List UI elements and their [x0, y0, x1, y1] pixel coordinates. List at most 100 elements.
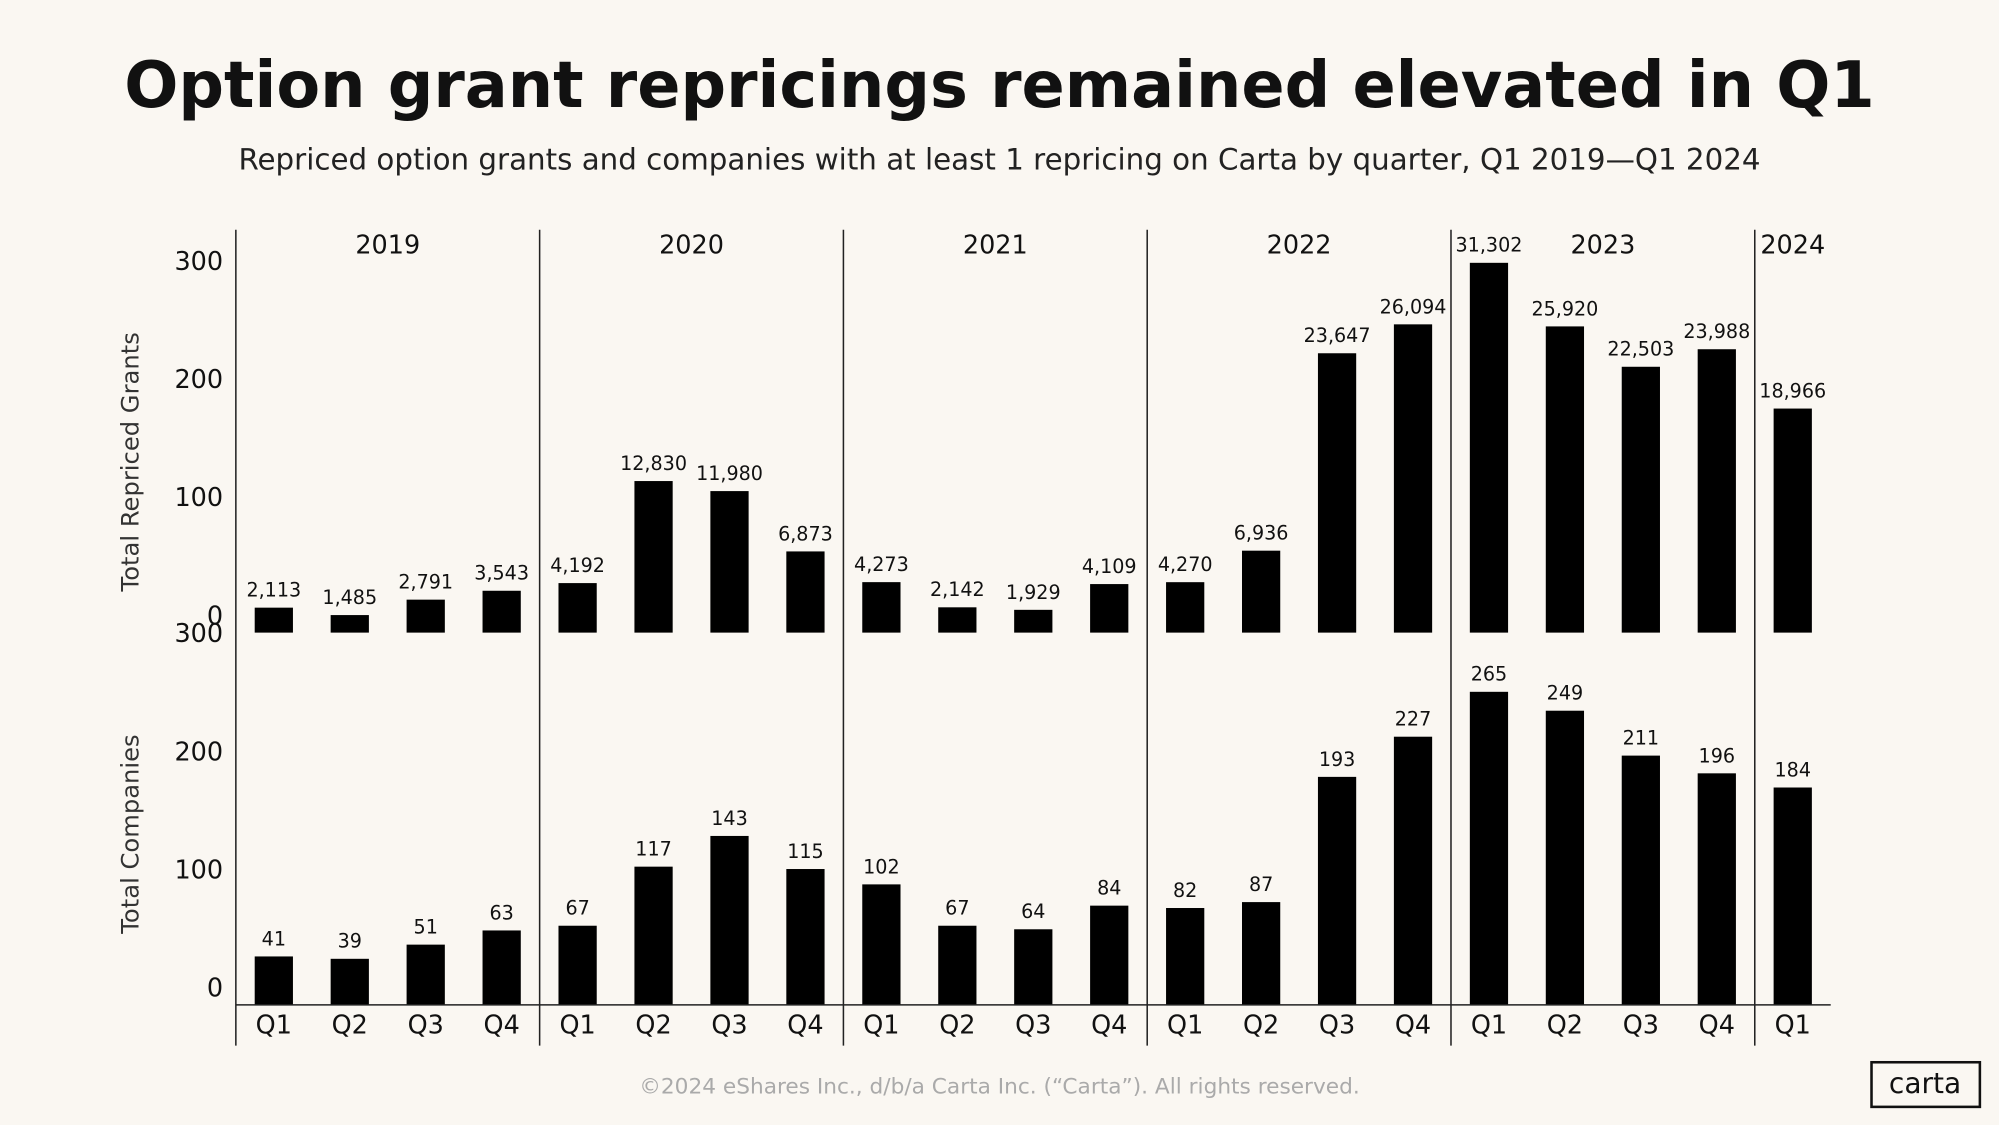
- bar: [482, 930, 521, 1005]
- value-label: 193: [1319, 748, 1355, 771]
- value-label: 63: [489, 901, 513, 924]
- bar: [1469, 262, 1509, 633]
- bar: [938, 925, 977, 1005]
- value-label: 1,929: [1006, 581, 1061, 604]
- bar: [1090, 905, 1129, 1005]
- y-tick-label: 100: [174, 855, 223, 885]
- y-tick-label: 0: [207, 974, 223, 1004]
- year-label: 2019: [355, 230, 420, 260]
- value-label: 249: [1547, 682, 1583, 705]
- x-tick-label: Q4: [484, 1011, 520, 1041]
- x-tick-label: Q3: [408, 1011, 444, 1041]
- value-label: 102: [863, 855, 899, 878]
- year-label: 2021: [963, 230, 1028, 260]
- bar: [406, 599, 445, 633]
- bar: [558, 583, 597, 633]
- value-label: 211: [1623, 727, 1659, 750]
- x-tick-label: Q3: [1015, 1011, 1051, 1041]
- value-label: 265: [1471, 663, 1507, 686]
- value-label: 41: [262, 927, 286, 950]
- bar: [1166, 908, 1205, 1005]
- x-tick-label: Q1: [1167, 1011, 1203, 1041]
- y-tick-label: 300: [174, 619, 223, 649]
- bar: [1545, 710, 1585, 1005]
- logo: carta: [1889, 1067, 1961, 1100]
- bar: [634, 866, 673, 1005]
- x-tick-label: Q4: [787, 1011, 823, 1041]
- value-label: 12,830: [620, 452, 687, 475]
- chart-subtitle: Repriced option grants and companies wit…: [238, 142, 1760, 176]
- bar: [1773, 787, 1812, 1005]
- bar: [1545, 326, 1585, 633]
- x-tick-label: Q1: [256, 1011, 292, 1041]
- bar: [330, 958, 369, 1005]
- value-label: 67: [945, 897, 969, 920]
- x-tick-label: Q3: [1623, 1011, 1659, 1041]
- value-label: 196: [1699, 744, 1735, 767]
- value-label: 3,543: [474, 562, 529, 585]
- x-tick-label: Q2: [635, 1011, 671, 1041]
- bar: [1241, 902, 1281, 1005]
- year-label: 2020: [659, 230, 724, 260]
- y-tick-label: 100: [174, 483, 223, 513]
- value-label: 4,273: [854, 553, 909, 576]
- x-tick-label: Q2: [939, 1011, 975, 1041]
- value-label: 31,302: [1456, 234, 1523, 257]
- bar: [1317, 776, 1357, 1005]
- value-label: 4,192: [550, 554, 605, 577]
- bar: [558, 925, 597, 1005]
- bar: [254, 956, 293, 1005]
- value-label: 227: [1395, 708, 1431, 731]
- value-label: 2,791: [398, 571, 453, 594]
- bar: [1166, 582, 1205, 633]
- bar: [1014, 929, 1053, 1005]
- value-label: 25,920: [1531, 297, 1598, 320]
- bar: [482, 590, 521, 633]
- x-tick-label: Q3: [711, 1011, 747, 1041]
- bar: [1697, 773, 1736, 1005]
- value-label: 143: [711, 807, 747, 830]
- bar: [634, 481, 673, 633]
- value-label: 23,988: [1683, 320, 1750, 343]
- x-tick-label: Q1: [1775, 1011, 1811, 1041]
- y-tick-label: 200: [174, 365, 223, 395]
- bar: [862, 884, 901, 1005]
- value-label: 6,873: [778, 522, 833, 545]
- bar: [1773, 408, 1812, 633]
- bar: [710, 491, 749, 633]
- bar: [710, 835, 749, 1005]
- x-tick-label: Q2: [1547, 1011, 1583, 1041]
- year-label: 2022: [1267, 230, 1332, 260]
- bar: [1393, 324, 1433, 633]
- value-label: 115: [787, 840, 823, 863]
- y-tick-label: 300: [174, 247, 223, 277]
- value-label: 82: [1173, 879, 1197, 902]
- x-tick-label: Q3: [1319, 1011, 1355, 1041]
- bar: [1317, 353, 1357, 633]
- x-tick-label: Q4: [1699, 1011, 1735, 1041]
- value-label: 23,647: [1304, 324, 1371, 347]
- y-tick-label: 200: [174, 737, 223, 767]
- bar: [254, 607, 293, 633]
- bar: [406, 944, 445, 1005]
- x-tick-label: Q2: [332, 1011, 368, 1041]
- y-axis-title: Total Repriced Grants: [116, 332, 144, 592]
- value-label: 22,503: [1607, 338, 1674, 361]
- value-label: 26,094: [1380, 295, 1447, 318]
- x-tick-label: Q4: [1091, 1011, 1127, 1041]
- y-axis-title: Total Companies: [116, 734, 144, 934]
- value-label: 51: [414, 916, 438, 939]
- x-tick-label: Q1: [559, 1011, 595, 1041]
- bar: [1621, 755, 1660, 1005]
- y-tick-label: 0: [207, 601, 223, 631]
- x-tick-label: Q1: [1471, 1011, 1507, 1041]
- bar: [862, 582, 901, 633]
- value-label: 84: [1097, 877, 1121, 900]
- value-label: 39: [338, 930, 362, 953]
- year-label: 2023: [1570, 230, 1635, 260]
- year-label: 2024: [1760, 230, 1825, 260]
- logo-box: [1870, 1060, 1982, 1109]
- value-label: 18,966: [1759, 379, 1826, 402]
